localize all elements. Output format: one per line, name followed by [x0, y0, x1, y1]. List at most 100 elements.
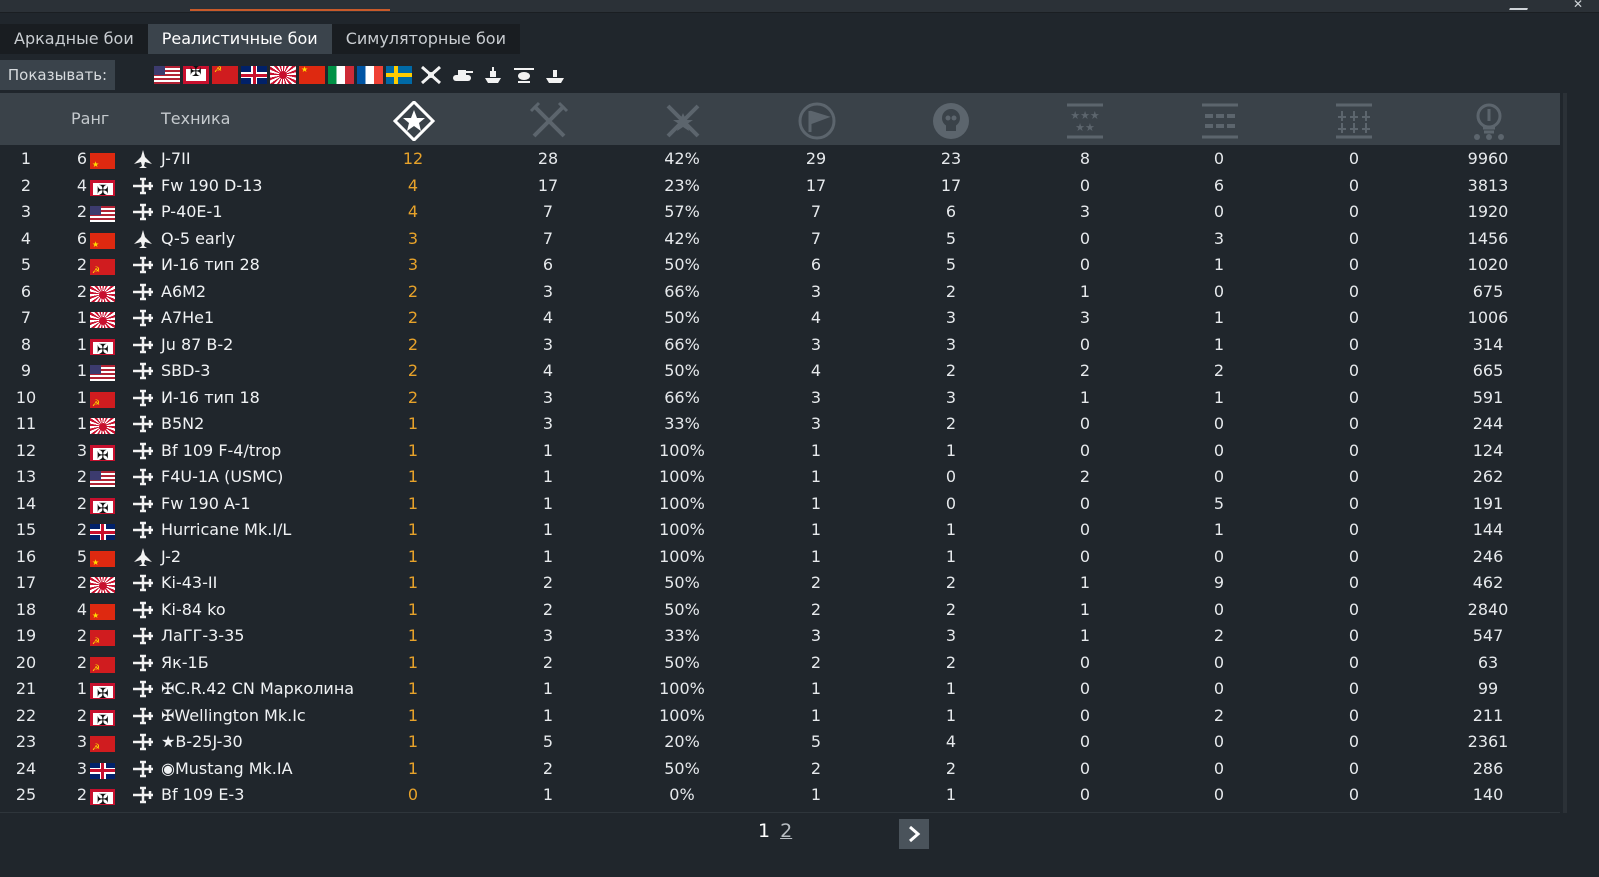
naval-kills-icon[interactable]: [1334, 101, 1374, 141]
table-row[interactable]: 23 3 ★B-25J-30 1 5 20% 5 4 0 0 0 2361: [0, 729, 1560, 756]
scrollbar[interactable]: [1563, 93, 1567, 813]
air-kills-icon[interactable]: ★★★ ★★: [1065, 101, 1105, 141]
helicopter-icon[interactable]: [512, 64, 536, 86]
naval-kills-value: 0: [1348, 414, 1360, 433]
chat-icon[interactable]: [1509, 0, 1531, 10]
vehicle-name[interactable]: ✠Wellington Mk.Ic: [161, 705, 306, 725]
ground-kills-value: 6: [1213, 175, 1225, 195]
naval-kills-value: 0: [1348, 228, 1360, 248]
france-flag-icon[interactable]: [357, 66, 383, 84]
close-icon[interactable]: ✕: [1572, 0, 1583, 11]
vehicle-name[interactable]: И-16 тип 28: [161, 255, 260, 274]
victories-value: 1: [407, 573, 419, 592]
tab-simulator[interactable]: Симуляторные бои: [331, 24, 520, 54]
boat-icon[interactable]: [543, 64, 567, 86]
rank-column-header[interactable]: Ранг: [71, 109, 110, 128]
sweden-flag-icon[interactable]: [386, 66, 412, 84]
table-row[interactable]: 12 3 Bf 109 F-4/trop 1 1 100% 1 1 0 0 0 124: [0, 438, 1560, 465]
respawns-icon[interactable]: [797, 101, 837, 141]
vehicle-name[interactable]: ★B-25J-30: [161, 732, 243, 751]
table-row[interactable]: 24 3 ◉Mustang Mk.IA 1 2 50% 2 2 0 0 0 286: [0, 756, 1560, 783]
table-row[interactable]: 8 1 Ju 87 B-2 2 3 66% 3 3 0 1 0 314: [0, 332, 1560, 359]
deaths-icon[interactable]: [931, 101, 971, 141]
table-row[interactable]: 19 2 ЛаГГ-3-35 1 3 33% 3 3 1 2 0 547: [0, 623, 1560, 650]
vehicle-name[interactable]: Hurricane Mk.I/L: [161, 520, 292, 539]
vehicle-name[interactable]: J-7II: [161, 149, 191, 168]
table-row[interactable]: 11 1 B5N2 1 3 33% 3 2 0 0 0 244: [0, 411, 1560, 438]
battles-icon[interactable]: [529, 101, 569, 141]
vehicle-name[interactable]: Fw 190 D-13: [161, 175, 263, 195]
vehicle-name[interactable]: ✠C.R.42 CN Марколина: [161, 679, 355, 698]
table-row[interactable]: 1 6 J-7II 12 28 42% 29 23 8 0 0 9960: [0, 146, 1560, 173]
vehicle-name[interactable]: Ju 87 B-2: [161, 334, 234, 354]
table-row[interactable]: 13 2 F4U-1A (USMC) 1 1 100% 1 0 2 0 0 262: [0, 464, 1560, 491]
table-row[interactable]: 3 2 P-40E-1 4 7 57% 7 6 3 0 0 1920: [0, 199, 1560, 226]
table-row[interactable]: 21 1 ✠C.R.42 CN Марколина 1 1 100% 1 1 0 0 0 99: [0, 676, 1560, 703]
air-kills-value: 1: [1079, 599, 1091, 619]
vehicle-name[interactable]: Fw 190 A-1: [161, 493, 251, 513]
uk-flag-icon[interactable]: [241, 66, 267, 84]
vehicle-name[interactable]: И-16 тип 18: [161, 387, 260, 407]
prop-aircraft-icon: [131, 653, 155, 680]
tank-icon[interactable]: [450, 64, 474, 86]
research-points-icon[interactable]: [1469, 101, 1509, 141]
ground-kills-value: 2: [1213, 626, 1225, 645]
vehicle-name[interactable]: Як-1Б: [161, 652, 209, 672]
vehicle-name[interactable]: B5N2: [161, 414, 205, 433]
table-row[interactable]: 25 2 Bf 109 E-3 0 1 0% 1 1 0 0 0 140: [0, 782, 1560, 809]
next-page-button[interactable]: [899, 819, 929, 849]
vehicle-name[interactable]: ЛаГГ-3-35: [161, 626, 245, 645]
table-row[interactable]: 17 2 Ki-43-II 1 2 50% 2 2 1 9 0 462: [0, 570, 1560, 597]
vehicle-name[interactable]: F4U-1A (USMC): [161, 467, 284, 486]
row-number: 2: [20, 175, 32, 195]
air-kills-value: 1: [1079, 626, 1091, 645]
vehicle-name[interactable]: P-40E-1: [161, 202, 223, 221]
battles-value: 3: [542, 281, 554, 301]
table-row[interactable]: 5 2 И-16 тип 28 3 6 50% 6 5 0 1 0 1020: [0, 252, 1560, 279]
page-2-link[interactable]: 2: [780, 820, 793, 842]
vehicle-name[interactable]: Bf 109 E-3: [161, 785, 245, 804]
table-row[interactable]: 7 1 A7He1 2 4 50% 4 3 3 1 0 1006: [0, 305, 1560, 332]
vehicle-name[interactable]: Bf 109 F-4/trop: [161, 440, 282, 460]
table-row[interactable]: 16 5 J-2 1 1 100% 1 1 0 0 0 246: [0, 544, 1560, 571]
vehicle-name[interactable]: Ki-84 ko: [161, 599, 226, 619]
table-row[interactable]: 18 4 Ki-84 ko 1 2 50% 2 2 1 0 0 2840: [0, 597, 1560, 624]
victories-icon[interactable]: [393, 101, 435, 141]
table-row[interactable]: 9 1 SBD-3 2 4 50% 4 2 2 2 0 665: [0, 358, 1560, 385]
china-flag-icon[interactable]: [299, 66, 325, 84]
row-number: 19: [15, 626, 37, 645]
air-kills-value: 0: [1079, 785, 1091, 804]
vehicle-name[interactable]: ◉Mustang Mk.IA: [161, 758, 293, 778]
table-row[interactable]: 6 2 A6M2 2 3 66% 3 2 1 0 0 675: [0, 279, 1560, 306]
ship-icon[interactable]: [481, 64, 505, 86]
germany-flag-icon[interactable]: [183, 66, 209, 84]
tab-arcade[interactable]: Аркадные бои: [0, 24, 148, 54]
nation-flag-icon: [90, 231, 115, 249]
table-row[interactable]: 4 6 Q-5 early 3 7 42% 7 5 0 3 0 1456: [0, 226, 1560, 253]
usa-flag-icon[interactable]: [154, 66, 180, 84]
vehicle-name[interactable]: A7He1: [161, 308, 215, 327]
vehicle-name[interactable]: A6M2: [161, 281, 207, 301]
vehicle-name[interactable]: J-2: [161, 546, 182, 566]
vehicle-name[interactable]: SBD-3: [161, 361, 211, 380]
win-rate-value: 33%: [664, 414, 700, 433]
vehicle-name[interactable]: Ki-43-II: [161, 573, 218, 592]
nation-flag-icon: [90, 496, 115, 514]
italy-flag-icon[interactable]: [328, 66, 354, 84]
aircraft-icon[interactable]: [419, 64, 443, 86]
tab-realistic[interactable]: Реалистичные бои: [147, 24, 332, 54]
show-filter-button[interactable]: Показывать:: [0, 60, 115, 90]
ussr-flag-icon[interactable]: [212, 66, 238, 84]
table-row[interactable]: 15 2 Hurricane Mk.I/L 1 1 100% 1 1 0 1 0 144: [0, 517, 1560, 544]
win-rate-icon[interactable]: [663, 101, 703, 141]
ground-kills-icon[interactable]: [1200, 101, 1240, 141]
vehicle-column-header[interactable]: Техника: [161, 109, 231, 128]
table-row[interactable]: 14 2 Fw 190 A-1 1 1 100% 1 0 0 5 0 191: [0, 491, 1560, 518]
table-row[interactable]: 2 4 Fw 190 D-13 4 17 23% 17 17 0 6 0 3813: [0, 173, 1560, 200]
page-1-link[interactable]: 1: [758, 820, 771, 842]
vehicle-name[interactable]: Q-5 early: [161, 228, 236, 248]
japan-flag-icon[interactable]: [270, 66, 296, 84]
